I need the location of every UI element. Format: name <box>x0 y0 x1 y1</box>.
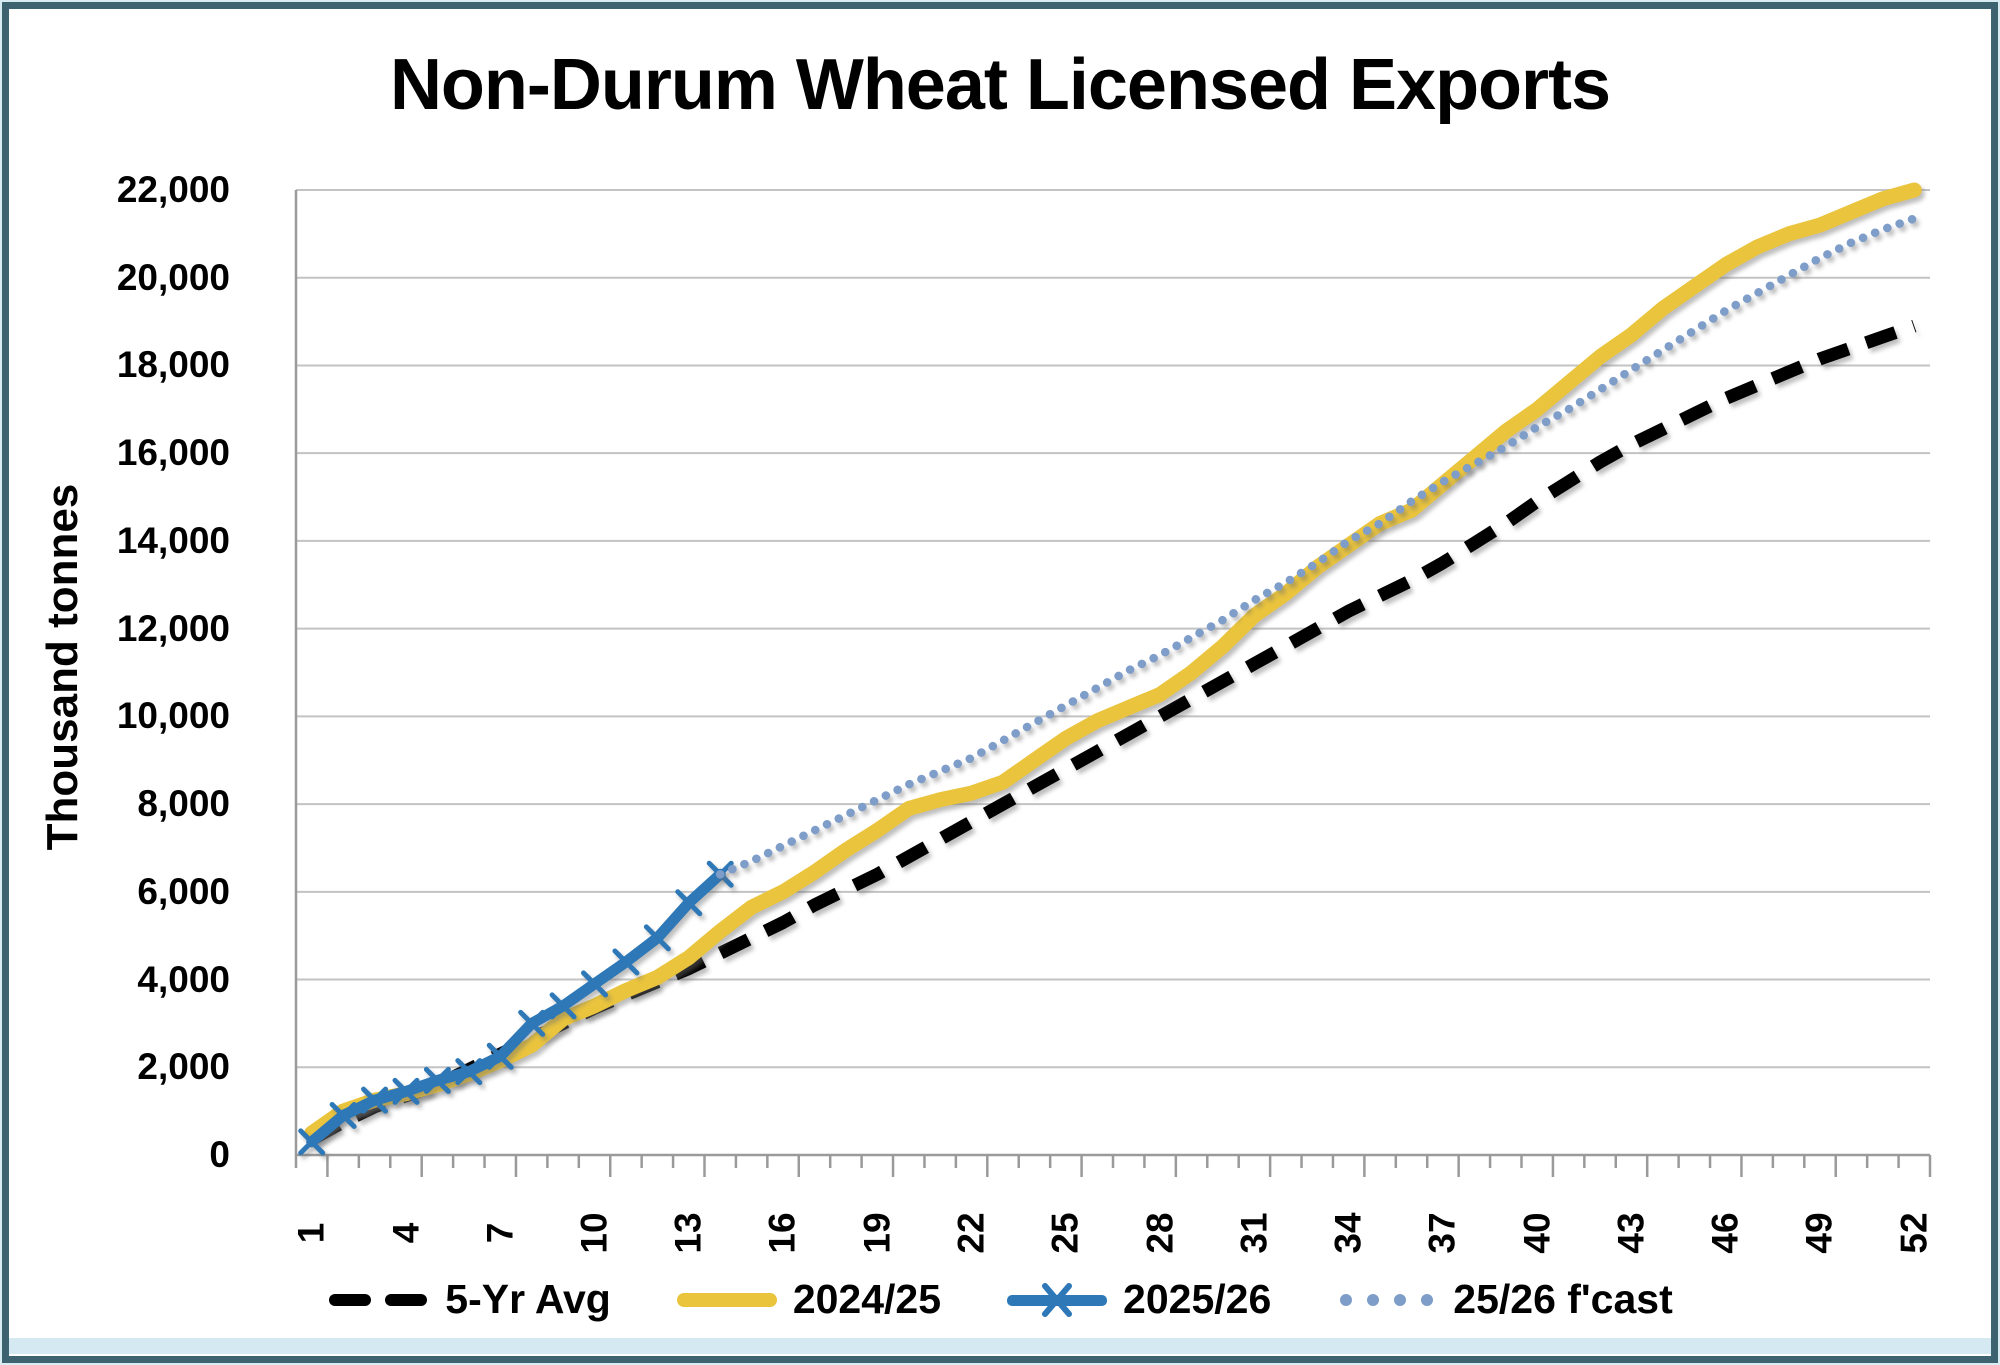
x-marker-icon <box>298 1128 326 1156</box>
y-tick-label: 2,000 <box>137 1046 230 1088</box>
legend-label: 25/26 f'cast <box>1453 1276 1673 1322</box>
y-tick-label: 14,000 <box>116 519 230 561</box>
x-tick-label: 4 <box>384 1222 426 1244</box>
x-marker-icon <box>675 889 703 917</box>
y-tick-label: 12,000 <box>116 607 230 649</box>
legend-item-2025-26: 2025/26 <box>1005 1276 1271 1323</box>
y-tick-label: 10,000 <box>116 695 230 737</box>
legend-label: 2025/26 <box>1123 1276 1272 1322</box>
x-tick-label: 13 <box>667 1212 709 1254</box>
x-marker-icon <box>423 1066 451 1094</box>
y-tick-label: 22,000 <box>116 169 230 210</box>
chart-title: Non-Durum Wheat Licensed Exports <box>389 45 1611 125</box>
legend-item-25-26-fcast: 25/26 f'cast <box>1335 1276 1673 1323</box>
series-line <box>715 214 1919 879</box>
legend-label: 2024/25 <box>792 1276 942 1322</box>
legend-label: 5-Yr Avg <box>445 1276 611 1322</box>
x-marker-icon <box>549 992 577 1020</box>
x-tick-label: 34 <box>1327 1212 1369 1254</box>
x-tick-label: 25 <box>1044 1212 1086 1254</box>
y-tick-label: 4,000 <box>137 958 230 1000</box>
legend: 5-Yr Avg 2024/25 2025/26 25/26 f'cast <box>0 1276 2000 1323</box>
series-25/26 f'cast <box>715 214 1919 879</box>
dashed-line-icon <box>329 1293 428 1306</box>
y-tick-label: 6,000 <box>137 870 230 912</box>
x-marker-icon <box>361 1086 389 1114</box>
legend-item-2024-25: 2024/25 <box>675 1276 941 1323</box>
series-line <box>304 182 1922 1141</box>
x-tick-label: 43 <box>1610 1212 1652 1254</box>
series-2024/25 <box>304 182 1922 1141</box>
bottom-accent-strip <box>9 1338 1991 1354</box>
x-marker-icon <box>518 1009 546 1037</box>
solid-line-icon <box>676 1292 777 1307</box>
y-tick-label: 20,000 <box>116 256 230 298</box>
legend-item-5yr-avg: 5-Yr Avg <box>327 1276 611 1323</box>
x-tick-label: 7 <box>479 1222 521 1244</box>
x-marker-line-icon <box>1007 1282 1108 1317</box>
x-tick-label: 46 <box>1704 1212 1746 1254</box>
series-5-Yr Avg <box>308 319 1917 1146</box>
x-marker-icon <box>329 1102 357 1130</box>
x-marker-icon <box>581 970 609 998</box>
x-tick-label: 40 <box>1516 1212 1558 1254</box>
x-marker-icon <box>612 948 640 976</box>
series-line <box>308 319 1917 1146</box>
x-tick-label: 22 <box>950 1212 992 1254</box>
x-tick-label: 31 <box>1233 1212 1275 1254</box>
x-marker-icon <box>392 1077 420 1105</box>
x-tick-label: 16 <box>762 1212 804 1254</box>
y-tick-label: 16,000 <box>116 432 230 474</box>
x-tick-label: 1 <box>290 1222 332 1244</box>
x-marker-icon <box>486 1042 514 1070</box>
x-marker-icon <box>643 924 671 952</box>
dotted-line-icon <box>1340 1293 1434 1306</box>
y-tick-label: 8,000 <box>137 783 230 825</box>
x-tick-label: 10 <box>573 1212 615 1254</box>
series-2025/26 <box>298 860 734 1156</box>
x-marker-icon <box>455 1058 483 1086</box>
x-tick-label: 37 <box>1421 1212 1463 1254</box>
x-tick-label: 28 <box>1139 1212 1181 1254</box>
x-tick-label: 49 <box>1799 1212 1841 1254</box>
x-tick-label: 52 <box>1893 1212 1935 1254</box>
y-tick-label: 18,000 <box>116 344 230 386</box>
x-tick-label: 19 <box>856 1212 898 1254</box>
y-tick-label: 0 <box>209 1134 230 1175</box>
